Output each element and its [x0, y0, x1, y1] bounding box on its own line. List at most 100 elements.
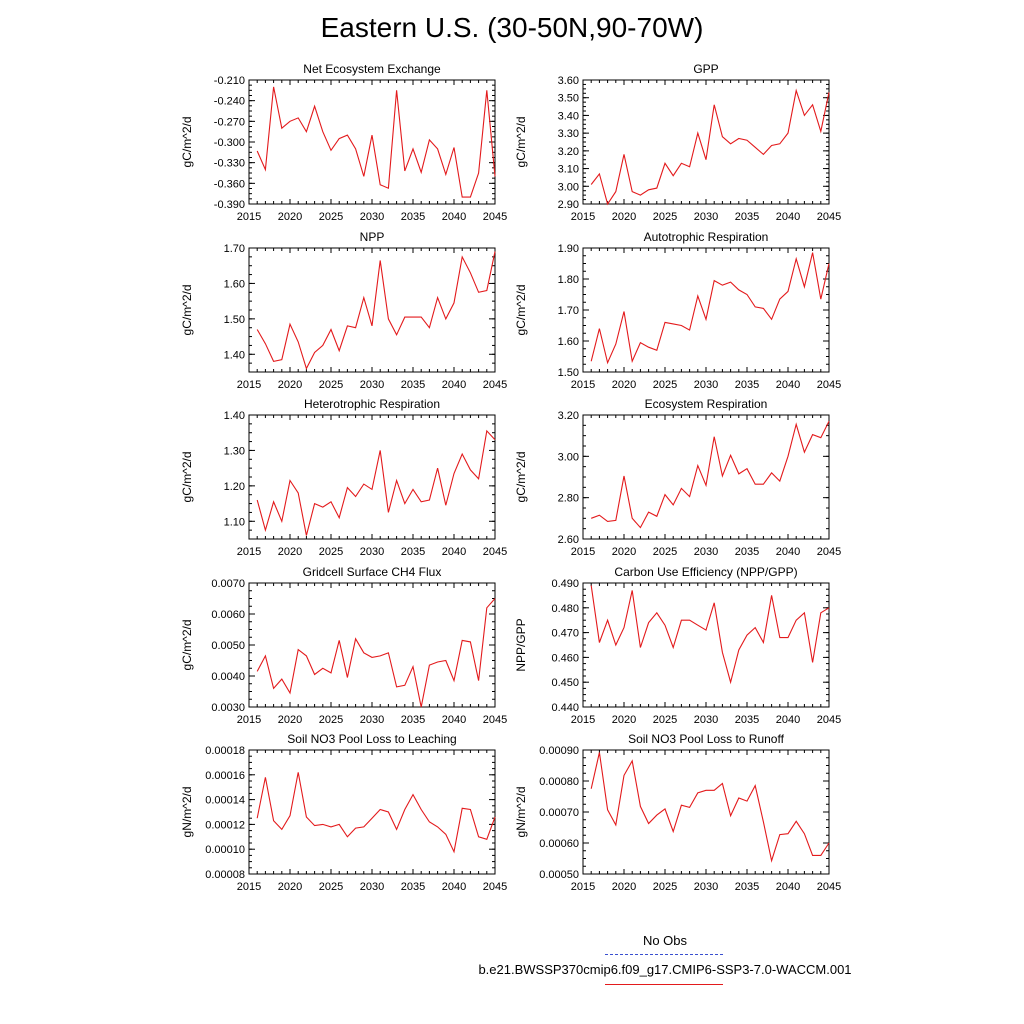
y-axis-label: gC/m^2/d [180, 285, 194, 336]
y-tick-label: 1.40 [224, 410, 245, 422]
y-tick-label: 1.90 [558, 243, 579, 255]
y-axis-label: gC/m^2/d [180, 452, 194, 503]
panel-4: Autotrophic Respiration gC/m^2/d 2015 2020 2… [514, 230, 841, 391]
x-tick-label: 2020 [612, 714, 636, 726]
y-tick-label: 3.20 [558, 410, 579, 422]
x-tick-label: 2040 [442, 546, 466, 558]
y-tick-label: -0.270 [214, 116, 245, 128]
series-line [590, 88, 830, 206]
plot-frame [248, 749, 496, 875]
y-tick-label: 0.00014 [205, 795, 245, 807]
x-tick-label: 2015 [237, 379, 261, 391]
x-tick-label: 2020 [278, 714, 302, 726]
x-tick-label: 2025 [653, 546, 677, 558]
series-line [590, 585, 830, 685]
panel-8: Carbon Use Efficiency (NPP/GPP) NPP/GPP 20… [514, 565, 841, 726]
legend-run-line [605, 984, 723, 985]
y-tick-label: 0.490 [551, 578, 579, 590]
y-tick-label: 3.00 [558, 181, 579, 193]
x-tick-label: 2030 [360, 714, 384, 726]
x-tick-label: 2045 [483, 546, 507, 558]
x-tick-label: 2030 [694, 546, 718, 558]
y-tick-label: 0.0070 [211, 578, 245, 590]
x-tick-label: 2015 [571, 379, 595, 391]
x-tick-label: 2045 [817, 546, 841, 558]
x-tick-label: 2045 [817, 881, 841, 893]
x-tick-label: 2015 [571, 546, 595, 558]
series-line [256, 429, 496, 536]
panel-title: Soil NO3 Pool Loss to Leaching [287, 732, 456, 746]
panel-title: Carbon Use Efficiency (NPP/GPP) [614, 565, 797, 579]
x-tick-label: 2045 [817, 211, 841, 223]
x-tick-label: 2035 [401, 546, 425, 558]
y-tick-label: 3.60 [558, 75, 579, 87]
x-tick-label: 2045 [817, 379, 841, 391]
panel-title: Heterotrophic Respiration [304, 397, 440, 411]
y-tick-label: 0.00080 [539, 776, 579, 788]
x-tick-label: 2020 [612, 881, 636, 893]
series-line [256, 251, 496, 370]
y-axis-label: gC/m^2/d [514, 452, 528, 503]
y-tick-label: 3.50 [558, 93, 579, 105]
y-tick-label: 2.90 [558, 199, 579, 211]
x-tick-label: 2040 [442, 714, 466, 726]
y-tick-label: 0.00090 [539, 745, 579, 757]
series-line [256, 598, 496, 708]
x-tick-label: 2040 [776, 881, 800, 893]
y-tick-label: 3.20 [558, 146, 579, 158]
plot-frame [582, 247, 830, 373]
legend-run-label: b.e21.BWSSP370cmip6.f09_g17.CMIP6-SSP3-7… [478, 962, 852, 977]
x-tick-label: 2030 [360, 379, 384, 391]
y-axis-label: gC/m^2/d [180, 117, 194, 168]
plot-frame [582, 582, 830, 708]
y-tick-label: 0.00010 [205, 844, 245, 856]
y-tick-label: 1.50 [224, 314, 245, 326]
y-tick-label: -0.300 [214, 137, 245, 149]
x-tick-label: 2015 [571, 211, 595, 223]
x-tick-label: 2030 [360, 211, 384, 223]
series-line [590, 752, 830, 863]
x-tick-label: 2025 [319, 211, 343, 223]
x-tick-label: 2040 [442, 881, 466, 893]
x-tick-label: 2015 [237, 881, 261, 893]
x-tick-label: 2030 [694, 881, 718, 893]
panel-title: Ecosystem Respiration [645, 397, 768, 411]
y-tick-label: 0.0030 [211, 702, 245, 714]
panel-9: Soil NO3 Pool Loss to Leaching gN/m^2/d 20… [180, 732, 507, 893]
y-tick-label: 0.00008 [205, 869, 245, 881]
y-tick-label: 0.0040 [211, 671, 245, 683]
x-tick-label: 2015 [237, 714, 261, 726]
page-title: Eastern U.S. (30-50N,90-70W) [320, 12, 704, 43]
x-tick-label: 2035 [735, 714, 759, 726]
y-tick-label: 1.60 [558, 336, 579, 348]
x-tick-label: 2030 [694, 714, 718, 726]
x-tick-label: 2040 [776, 211, 800, 223]
y-tick-label: -0.210 [214, 75, 245, 87]
y-tick-label: 0.440 [551, 702, 579, 714]
y-tick-label: 1.40 [224, 349, 245, 361]
x-tick-label: 2045 [483, 211, 507, 223]
x-tick-label: 2020 [278, 379, 302, 391]
y-tick-label: 1.10 [224, 516, 245, 528]
panel-title: Autotrophic Respiration [644, 230, 769, 244]
y-tick-label: 3.10 [558, 164, 579, 176]
y-tick-label: 3.30 [558, 128, 579, 140]
x-tick-label: 2030 [360, 546, 384, 558]
panel-2: GPP gC/m^2/d 2015 2020 2025 2030 2035 2040 2045 2… [514, 62, 841, 223]
y-tick-label: -0.240 [214, 96, 245, 108]
y-tick-label: -0.390 [214, 199, 245, 211]
panel-10: Soil NO3 Pool Loss to Runoff gN/m^2/d 2015… [514, 732, 841, 893]
y-tick-label: 1.50 [558, 367, 579, 379]
x-tick-label: 2020 [612, 379, 636, 391]
legend-obs-line [605, 954, 723, 955]
x-tick-label: 2015 [237, 546, 261, 558]
y-tick-label: 0.460 [551, 652, 579, 664]
x-tick-label: 2040 [776, 546, 800, 558]
x-tick-label: 2020 [612, 211, 636, 223]
x-tick-label: 2030 [360, 881, 384, 893]
x-tick-label: 2040 [442, 211, 466, 223]
y-tick-label: 0.450 [551, 677, 579, 689]
panel-6: Ecosystem Respiration gC/m^2/d 2015 2020 202… [514, 397, 841, 558]
panel-title: Net Ecosystem Exchange [303, 62, 441, 76]
y-tick-label: 1.80 [558, 274, 579, 286]
